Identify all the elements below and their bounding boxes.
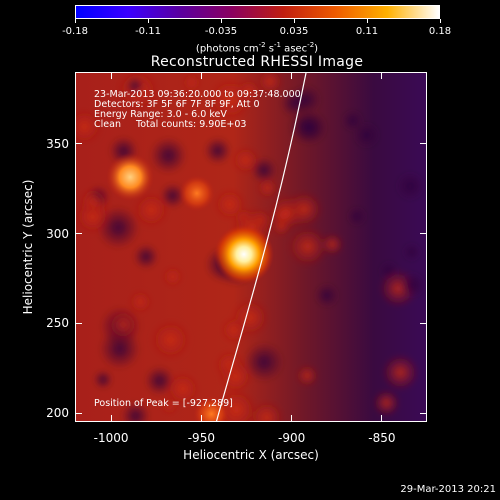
texture-dark-blob: [244, 342, 284, 382]
texture-dark-blob: [121, 401, 150, 421]
colorbar-tick: [147, 19, 149, 23]
image-texture: [76, 73, 426, 421]
x-axis-tick: [381, 415, 383, 421]
texture-dark-blob: [160, 183, 186, 209]
y-axis-tick: [420, 322, 426, 324]
x-axis-tick-label: -850: [368, 431, 396, 445]
y-axis-tick: [76, 233, 82, 235]
rhessi-image-svg: [76, 73, 426, 421]
texture-red-blob: [76, 108, 103, 145]
y-axis-tick: [420, 143, 426, 145]
colorbar-tick-label: -0.18: [62, 26, 88, 37]
x-axis-tick-label: -900: [277, 431, 306, 445]
texture-red-blob: [231, 298, 270, 337]
texture-red-blob: [162, 266, 183, 287]
emission-source: [178, 175, 215, 212]
x-axis-tick-label: -950: [187, 431, 215, 445]
colorbar-tick: [293, 19, 295, 23]
colorbar-tick: [74, 19, 76, 23]
colorbar-tick-label: 0.035: [279, 26, 309, 37]
texture-red-blob: [381, 353, 419, 391]
texture-dark-blob: [315, 283, 339, 308]
rhessi-image-plot: 23-Mar-2013 09:36:20.000 to 09:37:48.000…: [75, 72, 427, 422]
texture-dark-blob: [347, 207, 367, 226]
y-axis-label: Heliocentric Y (arcsec): [21, 179, 35, 315]
colorbar-tick-label: -0.11: [135, 26, 161, 37]
time-range-text: 23-Mar-2013 09:36:20.000 to 09:37:48.000: [94, 89, 301, 100]
x-axis-label: Heliocentric X (arcsec): [183, 448, 319, 462]
texture-red-blob: [106, 308, 140, 342]
texture-dark-blob: [204, 137, 232, 165]
texture-dark-blob: [125, 76, 145, 96]
emission-source: [193, 396, 230, 421]
y-axis-tick-label: 300: [46, 226, 69, 241]
x-axis-tick: [291, 415, 293, 421]
colorbar: [75, 5, 440, 19]
y-axis-tick: [420, 233, 426, 235]
clean-counts-text: Clean Total counts: 9.90E+03: [94, 119, 247, 130]
x-axis-tick: [291, 73, 293, 79]
texture-red-blob: [219, 360, 252, 393]
texture-red-blob: [271, 217, 291, 236]
y-axis-tick: [76, 322, 82, 324]
y-axis-tick-label: 200: [46, 406, 69, 421]
texture-red-blob: [214, 188, 246, 220]
texture-dark-blob: [289, 109, 325, 145]
emission-source: [213, 224, 274, 285]
solar-limb-line: [215, 73, 307, 421]
texture-dark-blob: [342, 110, 364, 131]
texture-dark-blob: [150, 137, 187, 174]
colorbar-tick: [220, 19, 222, 23]
footer-timestamp: 29-Mar-2013 20:21: [400, 484, 496, 495]
energy-range-text: Energy Range: 3.0 - 6.0 keV: [94, 109, 227, 120]
y-axis-tick: [420, 412, 426, 414]
colorbar-tick: [366, 19, 368, 23]
texture-red-blob: [321, 233, 344, 256]
x-axis-tick: [200, 73, 202, 79]
x-axis-tick: [200, 415, 202, 421]
plot-title: Reconstructed RHESSI Image: [150, 54, 364, 70]
x-axis-tick-label: -1000: [93, 431, 129, 445]
texture-dark-blob: [403, 243, 421, 261]
texture-dark-blob: [93, 370, 113, 389]
texture-red-blob: [208, 77, 252, 121]
texture-dark-blob: [399, 272, 426, 298]
texture-red-blob: [287, 225, 329, 268]
colorbar-units: (photons cm-2 s-1 asec-2): [195, 41, 319, 55]
texture-dark-blob: [353, 122, 380, 148]
texture-red-blob: [257, 73, 283, 94]
y-axis-tick-label: 250: [46, 316, 69, 331]
y-axis-tick: [76, 412, 82, 414]
texture-red-blob: [285, 190, 323, 228]
detectors-text: Detectors: 3F 5F 6F 7F 8F 9F, Att 0: [94, 99, 260, 110]
peak-position-text: Position of Peak = [-927,289]: [94, 398, 233, 409]
texture-red-blob: [182, 73, 201, 92]
texture-dark-blob: [133, 244, 159, 269]
texture-dark-blob: [251, 157, 277, 183]
texture-red-blob: [150, 319, 191, 360]
y-axis-tick-label: 350: [46, 136, 69, 151]
texture-red-blob: [257, 177, 278, 199]
colorbar-tick-label: 0.11: [355, 26, 379, 37]
texture-dark-blob: [396, 172, 425, 201]
texture-red-blob: [79, 186, 109, 216]
texture-red-blob: [133, 192, 169, 228]
emission-source: [106, 153, 155, 202]
colorbar-tick-label: -0.035: [204, 26, 238, 37]
texture-red-blob: [373, 389, 400, 417]
colorbar-tick: [439, 19, 441, 23]
x-axis-tick: [381, 73, 383, 79]
x-axis-tick: [110, 73, 112, 79]
y-axis-tick: [76, 143, 82, 145]
texture-red-blob: [295, 364, 319, 387]
emission-sources: [106, 153, 274, 421]
colorbar-tick-label: 0.18: [428, 26, 452, 37]
texture-red-blob: [166, 372, 200, 406]
texture-red-blob: [129, 290, 152, 314]
texture-red-blob: [249, 400, 284, 421]
x-axis-tick: [110, 415, 112, 421]
